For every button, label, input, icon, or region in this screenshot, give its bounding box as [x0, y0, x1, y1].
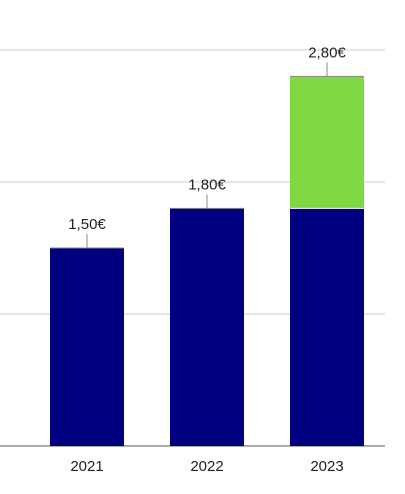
data-label: 1,80€	[188, 176, 226, 193]
bar-segment	[290, 208, 364, 446]
bar-segment	[170, 208, 244, 446]
bar-segment	[50, 248, 124, 446]
x-tick-label: 2022	[190, 458, 223, 475]
x-tick-label: 2023	[310, 458, 343, 475]
bar-segment	[290, 76, 364, 209]
data-label: 2,80€	[308, 44, 346, 61]
x-tick-label: 2021	[70, 458, 103, 475]
data-label: 1,50€	[68, 216, 106, 233]
